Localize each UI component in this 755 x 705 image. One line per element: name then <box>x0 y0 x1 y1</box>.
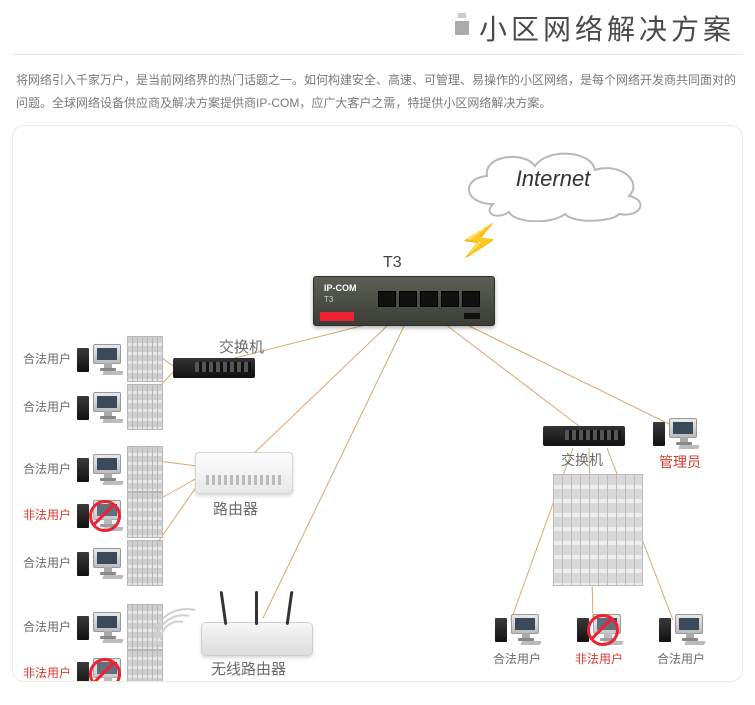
page-header: 小区网络解决方案 <box>0 0 755 54</box>
intro-paragraph: 将网络引入千家万户，是当前网络界的热门话题之一。如何构建安全、高速、可管理、易操… <box>0 55 755 125</box>
cloud-label: Internet <box>453 166 653 192</box>
right-switch <box>543 426 625 446</box>
user-row: 合法用户 <box>23 604 163 650</box>
user-label: 非法用户 <box>569 650 629 667</box>
core-label: T3 <box>383 254 402 272</box>
user-label: 合法用户 <box>23 460 71 477</box>
user-row: 非法用户 <box>23 492 163 538</box>
pc-icon <box>77 548 121 578</box>
left-wireless-router <box>201 622 313 656</box>
user-row: 非法用户 <box>23 650 163 682</box>
core-model: T3 <box>324 295 333 304</box>
core-ports <box>378 291 480 307</box>
building-icon <box>127 384 163 430</box>
pc-icon <box>77 392 121 422</box>
user-node: 非法用户 <box>569 614 629 667</box>
user-label: 合法用户 <box>23 554 71 571</box>
user-label: 合法用户 <box>23 618 71 635</box>
wireless-router-icon <box>201 622 313 656</box>
left-switch-label: 交换机 <box>219 336 264 357</box>
lightning-icon: ⚡ <box>455 218 502 264</box>
pc-icon <box>577 614 621 644</box>
user-node: 合法用户 <box>487 614 547 667</box>
user-label: 非法用户 <box>23 664 71 681</box>
pc-icon <box>77 344 121 374</box>
pc-icon <box>495 614 539 644</box>
switch-icon <box>543 426 625 446</box>
pc-icon <box>77 500 121 530</box>
user-label: 非法用户 <box>23 506 71 523</box>
right-switch-label: 交换机 <box>561 450 603 470</box>
wifi-arcs <box>153 596 213 656</box>
core-red-tag <box>320 312 354 321</box>
forbidden-icon <box>89 500 121 532</box>
left-wrouter-label: 无线路由器 <box>211 658 286 679</box>
internet-cloud: Internet <box>453 144 653 222</box>
user-label: 合法用户 <box>651 650 711 667</box>
core-power <box>464 313 480 319</box>
user-row: 合法用户 <box>23 384 163 430</box>
user-node: 合法用户 <box>651 614 711 667</box>
pc-icon <box>659 614 703 644</box>
user-row: 合法用户 <box>23 446 163 492</box>
admin-label: 管理员 <box>659 452 701 472</box>
diagram-frame: Internet ⚡ T3 IP-COM T3 交换机 路由器 无线路由器 交换… <box>12 125 743 682</box>
page-title: 小区网络解决方案 <box>479 8 735 48</box>
core-switch-t3: IP-COM T3 <box>313 276 495 326</box>
admin-node <box>653 418 697 448</box>
building-icon <box>127 492 163 538</box>
left-router <box>195 452 293 494</box>
user-row: 合法用户 <box>23 540 163 586</box>
building-icon <box>553 474 643 586</box>
building-icon <box>127 540 163 586</box>
left-router-label: 路由器 <box>213 498 258 519</box>
user-label: 合法用户 <box>23 350 71 367</box>
user-row: 合法用户 <box>23 336 163 382</box>
building-icon <box>127 446 163 492</box>
left-switch <box>173 358 255 378</box>
pc-icon <box>77 612 121 642</box>
right-building <box>553 474 643 586</box>
core-brand: IP-COM <box>324 283 357 293</box>
header-icon <box>455 21 469 35</box>
forbidden-icon <box>587 614 619 646</box>
switch-icon <box>173 358 255 378</box>
user-label: 合法用户 <box>487 650 547 667</box>
router-icon <box>195 452 293 494</box>
pc-icon <box>653 418 697 448</box>
building-icon <box>127 336 163 382</box>
pc-icon <box>77 454 121 484</box>
pc-icon <box>77 658 121 682</box>
user-label: 合法用户 <box>23 398 71 415</box>
